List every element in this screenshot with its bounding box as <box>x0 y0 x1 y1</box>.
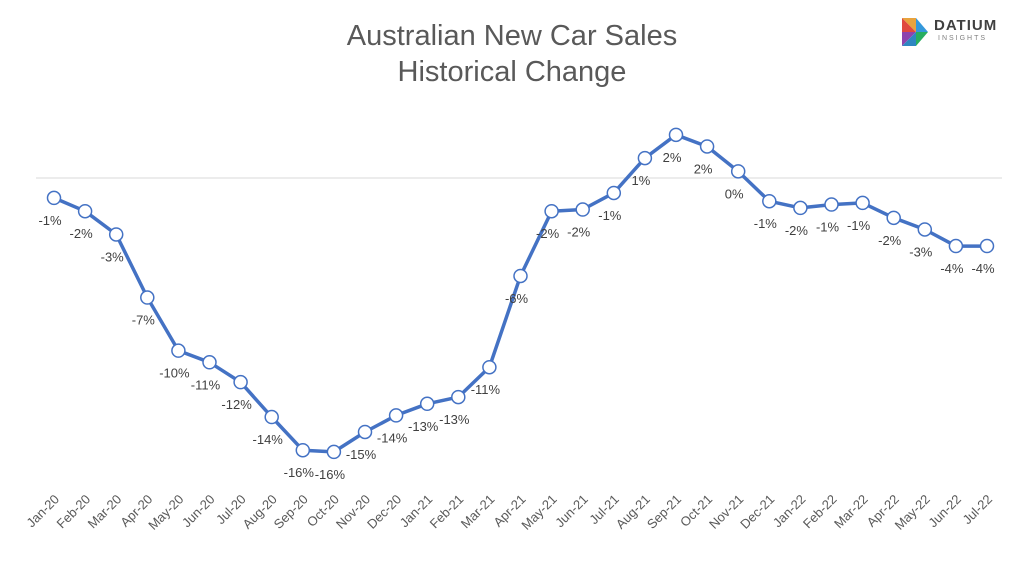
data-point-apr-20 <box>140 290 155 305</box>
x-tick-aug-20: Aug-20 <box>240 492 280 532</box>
data-label-apr-21: -6% <box>505 291 529 306</box>
data-point-jan-20 <box>46 190 62 206</box>
data-point-feb-21 <box>451 389 466 405</box>
x-tick-nov-21: Nov-21 <box>706 492 746 532</box>
x-tick-aug-21: Aug-21 <box>613 492 653 532</box>
data-point-nov-20 <box>357 424 373 440</box>
data-label-jul-22: -4% <box>971 261 995 276</box>
data-label-jul-21: -1% <box>598 208 622 223</box>
data-label-nov-20: -15% <box>346 447 377 462</box>
chart-title-line-2: Historical Change <box>397 56 627 88</box>
data-label-oct-20: -16% <box>315 467 346 482</box>
data-label-sep-21: 2% <box>663 150 682 165</box>
datium-logo-icon <box>902 18 928 46</box>
x-tick-feb-20: Feb-20 <box>53 492 93 532</box>
x-axis-ticks-group: Jan-20Feb-20Mar-20Apr-20May-20Jun-20Jul-… <box>23 492 995 533</box>
data-point-dec-20 <box>388 408 404 423</box>
data-label-apr-22: -2% <box>878 233 902 248</box>
data-labels-group: -1%-2%-3%-7%-10%-11%-12%-14%-16% -16%-15%… <box>38 150 995 482</box>
data-point-oct-20 <box>326 444 342 460</box>
data-point-aug-20 <box>264 409 279 425</box>
data-label-feb-22: -1% <box>816 220 840 235</box>
data-point-jul-20 <box>233 374 248 390</box>
data-label-apr-20: -7% <box>132 313 156 328</box>
data-point-dec-21 <box>762 193 777 209</box>
x-tick-jun-20: Jun-20 <box>179 492 218 531</box>
logo-name: DATIUM <box>934 17 998 34</box>
data-point-may-20 <box>171 343 186 358</box>
data-label-jan-22: -2% <box>785 223 809 238</box>
x-tick-dec-20: Dec-20 <box>364 492 404 532</box>
data-point-mar-22 <box>855 195 870 211</box>
data-label-may-21: -2% <box>536 226 560 241</box>
x-tick-feb-22: Feb-22 <box>800 492 840 532</box>
data-point-sep-20 <box>295 442 311 458</box>
data-point-jun-22 <box>948 238 964 254</box>
data-point-mar-20 <box>108 227 124 242</box>
data-point-jan-22 <box>793 200 808 216</box>
data-point-mar-21 <box>482 359 497 375</box>
x-tick-mar-22: Mar-22 <box>831 492 871 532</box>
data-label-mar-21: -11% <box>471 382 501 397</box>
data-point-oct-21 <box>699 139 715 154</box>
x-tick-sep-21: Sep-21 <box>644 492 684 532</box>
logo-subtitle: INSIGHTS <box>938 35 988 42</box>
data-label-dec-20: -14% <box>377 430 408 445</box>
data-label-mar-20: -3% <box>101 249 125 264</box>
data-point-may-21 <box>544 203 559 219</box>
data-label-feb-20: -2% <box>70 226 94 241</box>
data-label-jul-20: -12% <box>221 397 252 412</box>
data-point-jan-21 <box>419 396 435 412</box>
chart-title-line-1: Australian New Car Sales <box>346 20 678 52</box>
data-label-jun-20: -11% <box>191 377 221 392</box>
data-point-nov-21 <box>730 164 746 179</box>
x-tick-mar-21: Mar-21 <box>458 492 498 532</box>
chart-title: Australian New Car Sales Historical Chan… <box>0 18 1024 90</box>
data-label-feb-21: -13% <box>439 412 470 427</box>
x-tick-feb-21: Feb-21 <box>427 492 467 532</box>
x-tick-jun-21: Jun-21 <box>552 492 591 531</box>
data-label-aug-20: -14% <box>253 432 284 447</box>
data-point-apr-21 <box>513 268 528 284</box>
x-tick-may-20: May-20 <box>145 492 186 533</box>
data-point-jul-21 <box>606 185 622 201</box>
data-point-jun-20 <box>202 355 217 370</box>
x-tick-may-21: May-21 <box>518 492 559 533</box>
x-tick-nov-20: Nov-20 <box>333 492 373 532</box>
data-point-feb-20 <box>77 203 93 219</box>
x-tick-jul-22: Jul-22 <box>959 492 995 528</box>
data-label-sep-20: -16% <box>284 465 315 480</box>
datium-insights-logo: DATIUM INSIGHTS <box>898 14 1018 54</box>
data-point-sep-21 <box>668 127 684 143</box>
x-tick-sep-20: Sep-20 <box>271 492 311 532</box>
x-tick-may-22: May-22 <box>892 492 933 533</box>
data-point-jul-22 <box>979 238 995 254</box>
data-label-may-20: -10% <box>159 366 190 381</box>
data-label-dec-21: -1% <box>754 216 778 231</box>
x-tick-mar-20: Mar-20 <box>85 492 125 532</box>
data-label-aug-21: 1% <box>632 173 651 188</box>
data-label-jun-22: -4% <box>940 261 964 276</box>
data-label-nov-21: 0% <box>725 186 744 201</box>
data-label-jun-21: -2% <box>567 225 591 240</box>
data-markers-group <box>46 127 995 460</box>
data-point-may-22 <box>917 222 933 237</box>
x-tick-jun-22: Jun-22 <box>925 492 964 531</box>
data-point-feb-22 <box>824 197 839 212</box>
data-label-jan-21: -13% <box>408 419 439 434</box>
data-point-aug-21 <box>637 150 653 166</box>
data-label-mar-22: -1% <box>847 218 871 233</box>
data-label-jan-20: -1% <box>38 213 62 228</box>
x-tick-dec-21: Dec-21 <box>737 492 777 532</box>
data-label-may-22: -3% <box>909 244 933 259</box>
data-point-jun-21 <box>575 202 590 217</box>
data-label-oct-21: 2% <box>694 161 713 176</box>
data-point-apr-22 <box>886 210 901 226</box>
